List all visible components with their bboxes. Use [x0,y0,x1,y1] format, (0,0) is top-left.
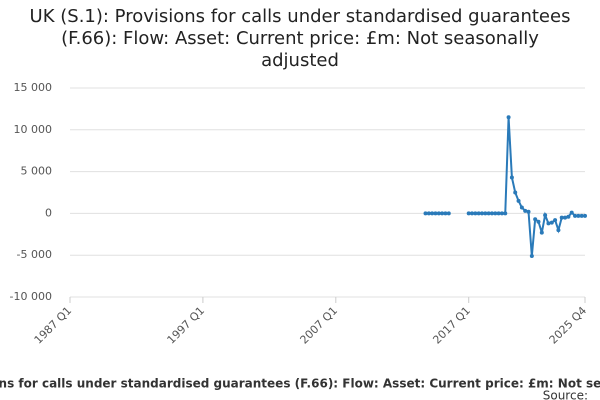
point [563,215,568,220]
point [480,211,484,216]
x-tick-label: 1997 Q1 [165,304,208,347]
point [466,211,471,216]
point [533,217,538,222]
point [440,211,445,216]
point [553,218,558,223]
line [468,117,585,257]
point [519,205,524,210]
point [546,221,551,226]
point [473,211,478,216]
chart-title: UK (S.1): Provisions for calls under sta… [29,6,571,71]
point [496,211,501,216]
y-tick-label: 0 [45,206,52,219]
y-tick-label: 15 000 [14,81,53,94]
point [436,211,441,216]
point [523,208,528,213]
y-tick-label: 5 000 [21,165,53,178]
caption: UK (S.1): Provisions for calls under sta… [0,377,600,391]
point [470,211,475,216]
point [506,115,511,120]
x-tick-label: 2025 Q4 [547,304,590,347]
point [430,211,435,216]
point [433,211,438,216]
point [476,211,481,216]
point [499,211,504,216]
point [513,190,518,195]
point [516,198,521,203]
point [443,211,448,216]
source: Source: [543,389,588,400]
y-tick-label: 10 000 [14,123,53,136]
point [446,211,451,216]
point [576,213,581,218]
point [526,209,531,214]
point [556,228,561,233]
point [509,175,514,180]
point [426,211,431,216]
y-tick-label: -5 000 [17,248,52,261]
point [549,220,554,225]
point [543,213,548,218]
point [583,213,587,218]
point [539,230,544,235]
point [579,213,584,218]
point [489,211,494,216]
point [566,214,571,219]
point [493,211,498,216]
x-tick-label: 2007 Q1 [298,304,341,347]
point [483,211,488,216]
point [536,219,541,224]
x-tick-label: 1987 Q1 [32,304,75,347]
point [486,211,491,216]
point [573,213,578,218]
point [423,211,428,216]
point [503,211,508,216]
x-tick-label: 2017 Q1 [430,304,473,347]
point [569,210,574,215]
y-tick-label: -10 000 [10,290,52,303]
point [559,215,564,220]
point [529,254,534,259]
